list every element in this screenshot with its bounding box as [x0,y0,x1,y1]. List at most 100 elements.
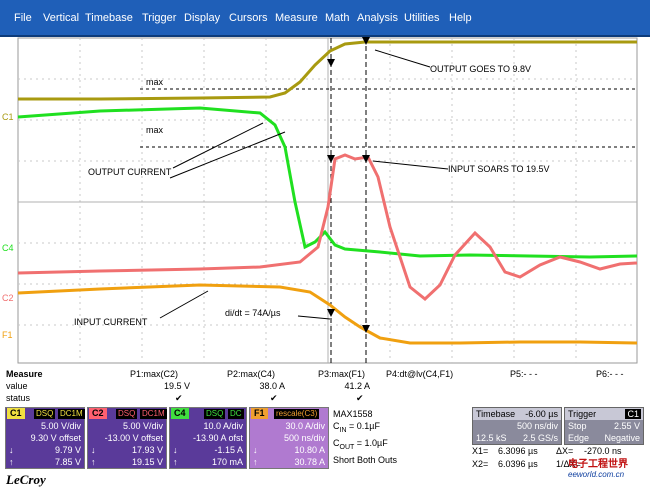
annotation-input-soars: INPUT SOARS TO 19.5V [448,164,550,174]
menu-math[interactable]: Math [325,12,350,24]
scope-display[interactable]: C1 C4 C2 F1 max max OUTPUT GOES TO 9.8V … [0,37,650,365]
marker-c2: C2 [2,293,14,303]
max-label-c1: max [146,77,164,87]
vdiv: 30.0 A/div [285,421,325,431]
badge: DC1M [140,409,167,419]
cin-line: CIN = 0.1µF [333,421,380,434]
measure-table: Measure value status P1:max(C2) 19.5 V ✔… [0,365,650,407]
offset: -13.90 A ofst [192,433,243,443]
menu-help[interactable]: Help [449,12,472,24]
channel-box-c2[interactable]: C2 DSQ DC1M 5.00 V/div -13.00 V offset ↓… [87,407,167,469]
offset: -13.00 V offset [104,433,163,443]
trace-c1-output-voltage [18,40,637,101]
measure-row-value: value [6,381,28,391]
dx-value: -270.0 ns [584,446,622,456]
param-name[interactable]: P2:max(C4) [227,369,276,379]
cursor-value: 30.78 A [294,457,325,467]
menu-utilities[interactable]: Utilities [404,12,440,24]
trigger-label: Trigger [568,409,597,419]
menu-cursors[interactable]: Cursors [229,12,268,24]
note: Short Both Outs [333,454,398,465]
marker-f1: F1 [2,330,13,340]
cursor-value: 9.79 V [54,445,81,455]
param-name[interactable]: P1:max(C2) [130,369,179,379]
inv-dx-label: 1/ΔX= [556,459,581,469]
annotation-leaders [159,49,449,320]
cursor-value: 17.93 V [131,445,163,455]
param-name[interactable]: P3:max(F1) [318,369,366,379]
timebase-samples: 12.5 kS [476,433,507,443]
cursor-lines[interactable] [330,38,367,363]
cursor-readout: X1= 6.3096 µs ΔX= -270.0 ns X2= 6.0396 µ… [472,445,642,471]
down-arrow-icon: ↓ [91,445,96,455]
up-arrow-icon: ↑ [253,457,258,467]
param-name[interactable]: P6:- - - [596,369,624,379]
grid [17,37,638,364]
up-arrow-icon: ↑ [173,457,178,467]
badge: DSQ [34,409,56,419]
param-status-check: ✔ [356,393,364,403]
offset: 9.30 V offset [30,433,81,443]
cursor-value: 19.15 V [131,457,163,467]
trace-f1-input-current [17,283,638,345]
badge: rescale(C3) [274,409,320,419]
trigger-channel: C1 [625,409,641,419]
param-name[interactable]: P4:dt@lv(C4,F1) [386,369,454,379]
timebase-rate: 2.5 GS/s [522,433,558,443]
menu-vertical[interactable]: Vertical [43,12,80,24]
measure-header: Measure [6,369,43,379]
vdiv: 10.0 A/div [203,421,243,431]
channel-box-c4[interactable]: C4 DSQ DC 10.0 A/div -13.90 A ofst ↓ -1.1… [169,407,247,469]
param-status-check: ✔ [270,393,278,403]
badge: DSQ [116,409,138,419]
measure-row-status: status [6,393,31,403]
part-number: MAX1558 [333,409,373,419]
cursor-value: 10.80 A [294,445,325,455]
cursor-markers [327,37,370,333]
vdiv: 5.00 V/div [40,421,81,431]
trigger-level: 2.55 V [613,421,640,431]
trigger-box[interactable]: Trigger C1 Stop 2.55 V Edge Negative [564,407,644,445]
channel-box-c1[interactable]: C1 DSQ DC1M 5.00 V/div 9.30 V offset ↓ 9.… [5,407,85,469]
menu-analysis[interactable]: Analysis [357,12,398,24]
dx-label: ΔX= [556,446,574,456]
marker-c4: C4 [2,243,14,253]
channel-box-f1[interactable]: F1 rescale(C3) 30.0 A/div 500 ns/div ↓ 10… [249,407,329,469]
badge: DC1M [58,409,85,419]
annotation-output-goes: OUTPUT GOES TO 9.8V [430,64,532,74]
menu-timebase[interactable]: Timebase [85,12,133,24]
cursor-value: 170 mA [211,457,243,467]
trace-c2-input-voltage [17,153,638,301]
cursor-value: -1.15 A [214,445,243,455]
x1-label: X1= [472,446,489,456]
down-arrow-icon: ↓ [173,445,178,455]
menu-file[interactable]: File [14,12,32,24]
menu-display[interactable]: Display [184,12,221,24]
x2-label: X2= [472,459,489,469]
up-arrow-icon: ↑ [9,457,14,467]
channel-tag: C2 [89,408,107,419]
menu-bar: File Vertical Timebase Trigger Display C… [0,0,650,37]
trigger-slope: Negative [604,433,640,443]
timebase-div: 500 ns/div [516,421,558,431]
down-arrow-icon: ↓ [9,445,14,455]
timebase-label: Timebase [476,409,516,419]
measure-lines [140,88,637,148]
param-value: 38.0 A [259,381,285,391]
cout-line: COUT = 1.0µF [333,437,388,451]
x1-value: 6.3096 µs [498,446,538,456]
badge: DSQ [204,409,226,419]
watermark: 电子工程世界 eeworld.com.cn [568,459,628,479]
menu-trigger[interactable]: Trigger [142,12,177,24]
timebase-delay: -6.00 µs [525,409,558,419]
up-arrow-icon: ↑ [91,457,96,467]
param-name[interactable]: P5:- - - [510,369,538,379]
cursor-value: 7.85 V [54,457,81,467]
max-label-c4: max [146,125,164,135]
timebase: 500 ns/div [283,433,325,443]
menu-measure[interactable]: Measure [275,12,318,24]
timebase-box[interactable]: Timebase -6.00 µs 500 ns/div 12.5 kS 2.5… [472,407,562,445]
lecroy-logo: LeCroy [6,472,46,487]
badge: DC [228,409,244,419]
param-status-check: ✔ [175,393,183,403]
